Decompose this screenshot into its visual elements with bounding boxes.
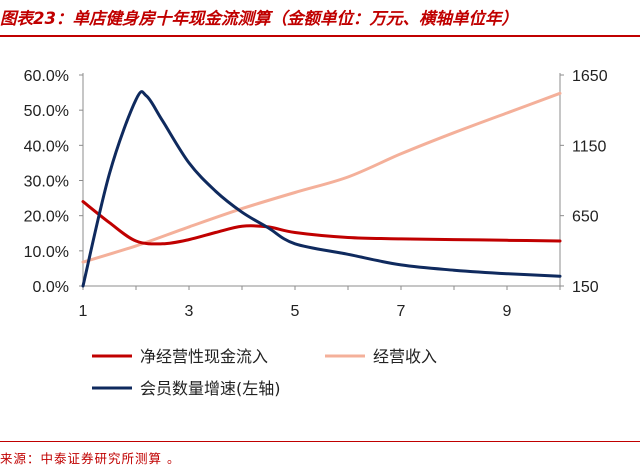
x-tick-label: 7 xyxy=(397,303,406,320)
right-tick-label: 1650 xyxy=(572,68,608,85)
legend-label-1: 经营收入 xyxy=(373,347,437,366)
x-tick-label: 3 xyxy=(185,303,194,320)
left-tick-label: 40.0% xyxy=(24,138,69,155)
chart-axes: 0.0% 10.0% 20.0% 30.0% 40.0% 50.0% 60.0% 150 650… xyxy=(24,68,608,320)
legend-label-0: 净经营性现金流入 xyxy=(140,347,268,366)
left-tick-label: 60.0% xyxy=(24,68,69,85)
series-line-0 xyxy=(81,200,562,246)
source-note: 来源：中泰证券研究所测算 。 xyxy=(0,451,181,466)
left-tick-label: 50.0% xyxy=(24,103,69,120)
x-tick-label: 1 xyxy=(79,303,88,320)
x-tick-label: 5 xyxy=(291,303,300,320)
left-tick-label: 10.0% xyxy=(24,244,69,261)
chart-series xyxy=(81,90,562,288)
left-tick-label: 0.0% xyxy=(33,279,69,296)
left-tick-label: 20.0% xyxy=(24,209,69,226)
series-line-2 xyxy=(81,90,562,288)
legend-label-2: 会员数量增速(左轴) xyxy=(140,379,281,398)
source-divider xyxy=(0,441,640,442)
left-tick-label: 30.0% xyxy=(24,174,69,191)
chart-title: 图表23：单店健身房十年现金流测算（金额单位：万元、横轴单位年） xyxy=(0,9,518,28)
x-tick-label: 9 xyxy=(503,303,512,320)
title-divider xyxy=(0,35,640,37)
right-tick-label: 650 xyxy=(572,209,599,226)
series-line-1 xyxy=(81,91,562,264)
right-tick-label: 150 xyxy=(572,279,599,296)
right-tick-label: 1150 xyxy=(572,138,607,155)
